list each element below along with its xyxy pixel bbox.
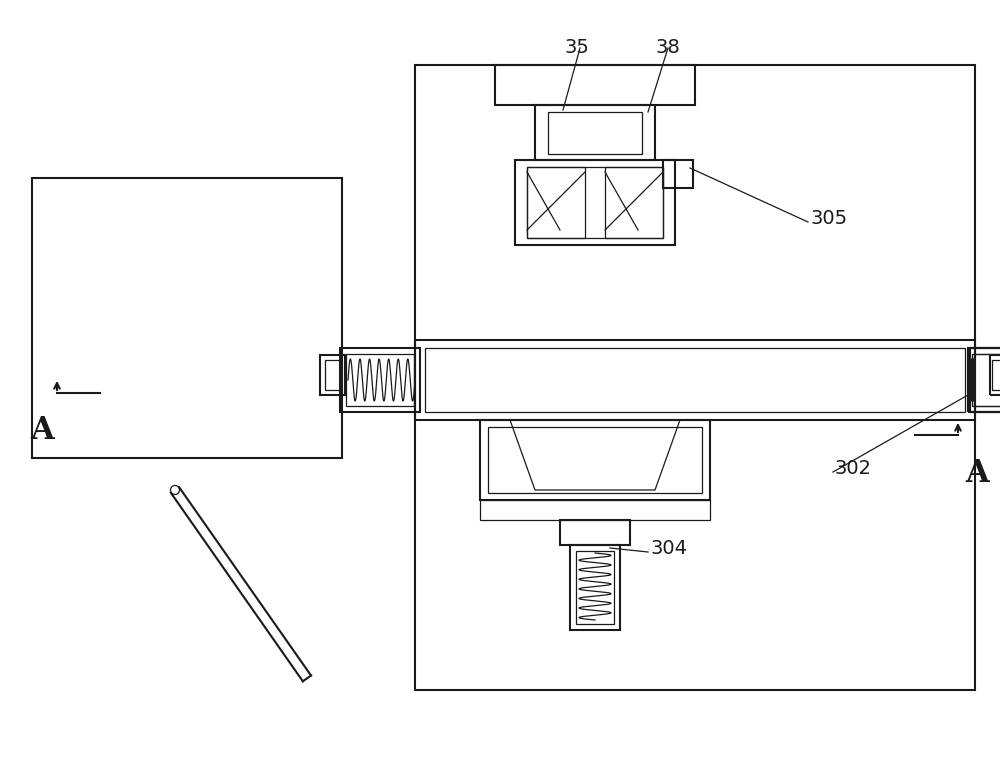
Bar <box>495 65 695 105</box>
Bar <box>480 420 710 500</box>
Bar <box>974 354 1000 406</box>
Text: A: A <box>30 415 54 446</box>
Bar <box>325 360 340 390</box>
Text: 35: 35 <box>565 38 589 57</box>
Bar <box>346 354 414 406</box>
Bar <box>415 65 975 690</box>
Bar <box>560 520 630 545</box>
Bar <box>488 427 702 493</box>
Bar <box>605 167 663 238</box>
Bar <box>970 348 1000 412</box>
Text: A: A <box>965 458 989 489</box>
Bar <box>968 348 1000 412</box>
Bar <box>990 355 1000 395</box>
Bar <box>570 545 620 630</box>
Bar <box>527 167 663 238</box>
Bar <box>425 348 965 412</box>
Bar <box>972 354 1000 406</box>
Bar <box>548 112 642 154</box>
Bar <box>970 348 1000 412</box>
Bar <box>320 355 345 395</box>
Bar <box>576 551 614 624</box>
Bar <box>515 160 675 245</box>
Text: 305: 305 <box>810 209 847 227</box>
Text: 38: 38 <box>656 38 680 57</box>
Bar <box>340 348 420 412</box>
Bar <box>663 160 693 188</box>
Text: 302: 302 <box>835 458 872 477</box>
Bar <box>992 360 1000 390</box>
Bar <box>480 500 710 520</box>
Bar <box>415 340 975 420</box>
Bar <box>527 167 585 238</box>
Text: 304: 304 <box>650 539 687 558</box>
Bar <box>32 178 342 458</box>
Bar <box>535 105 655 160</box>
